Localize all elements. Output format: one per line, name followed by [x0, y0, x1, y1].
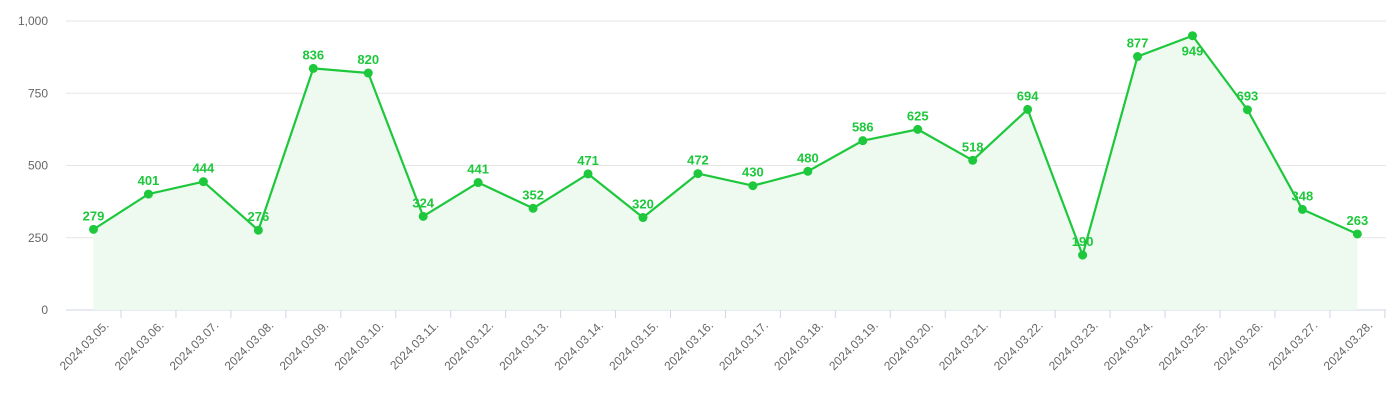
data-point — [638, 213, 648, 223]
data-label: 472 — [687, 153, 709, 168]
data-point — [748, 181, 758, 191]
data-label: 877 — [1127, 36, 1149, 51]
x-tick-label: 2024.03.16. — [661, 318, 716, 373]
data-point — [858, 136, 868, 146]
data-label: 441 — [467, 162, 489, 177]
x-tick-label: 2024.03.08. — [222, 318, 277, 373]
data-label: 348 — [1292, 188, 1314, 203]
data-point — [143, 189, 153, 199]
data-point — [198, 177, 208, 187]
y-tick-label: 500 — [28, 159, 48, 173]
data-label: 518 — [962, 139, 984, 154]
data-point — [968, 155, 978, 165]
x-tick-label: 2024.03.25. — [1156, 318, 1211, 373]
data-point — [363, 68, 373, 78]
x-tick-label: 2024.03.26. — [1211, 318, 1266, 373]
data-label: 480 — [797, 150, 819, 165]
x-tick-label: 2024.03.19. — [826, 318, 881, 373]
data-label: 430 — [742, 165, 764, 180]
data-point — [1242, 105, 1252, 115]
data-label: 320 — [632, 197, 654, 212]
data-label: 190 — [1072, 234, 1094, 249]
x-tick-label: 2024.03.14. — [551, 318, 606, 373]
data-point — [308, 63, 318, 73]
data-label: 693 — [1237, 89, 1259, 104]
data-label: 276 — [247, 209, 269, 224]
x-tick-label: 2024.03.24. — [1101, 318, 1156, 373]
data-label: 279 — [83, 208, 105, 223]
x-tick-label: 2024.03.11. — [387, 318, 441, 372]
x-tick-label: 2024.03.10. — [332, 318, 387, 373]
data-point — [1188, 31, 1197, 41]
x-tick-label: 2024.03.09. — [277, 318, 332, 373]
x-tick-label: 2024.03.20. — [881, 318, 936, 373]
x-tick-label: 2024.03.21. — [936, 318, 991, 373]
data-point — [583, 169, 593, 179]
x-tick-label: 2024.03.27. — [1266, 318, 1321, 373]
data-point — [1352, 229, 1362, 239]
data-label: 401 — [138, 173, 160, 188]
x-tick-label: 2024.03.23. — [1046, 318, 1101, 373]
x-tick-label: 2024.03.18. — [771, 318, 826, 373]
data-label: 820 — [357, 52, 379, 67]
data-label: 625 — [907, 108, 929, 123]
data-label: 586 — [852, 120, 874, 135]
data-point — [528, 203, 538, 213]
data-point — [803, 166, 813, 176]
data-label: 836 — [302, 47, 324, 62]
x-tick-label: 2024.03.28. — [1321, 318, 1376, 373]
series-area — [93, 35, 1358, 310]
data-point — [1133, 52, 1143, 62]
data-label: 949 — [1182, 44, 1204, 59]
data-point — [913, 124, 923, 134]
x-tick-label: 2024.03.12. — [442, 318, 497, 373]
series-line — [92, 34, 1358, 257]
x-tick-label: 2024.03.15. — [606, 318, 661, 373]
data-label: 324 — [412, 195, 434, 210]
x-tick-label: 2024.03.22. — [991, 318, 1046, 373]
y-tick-label: 0 — [41, 303, 48, 317]
x-tick-label: 2024.03.06. — [112, 318, 167, 373]
y-tick-label: 750 — [28, 86, 48, 100]
data-point — [89, 224, 98, 234]
x-tick-label: 2024.03.07. — [167, 318, 222, 373]
data-label: 263 — [1346, 213, 1368, 228]
data-point — [418, 211, 428, 221]
x-tick-label: 2024.03.05. — [57, 318, 112, 373]
data-point — [1297, 204, 1307, 214]
data-point — [1078, 250, 1088, 260]
data-point — [1023, 104, 1033, 114]
data-label: 444 — [193, 161, 215, 176]
y-tick-label: 250 — [28, 231, 48, 245]
x-tick-label: 2024.03.13. — [496, 318, 551, 373]
data-label: 471 — [577, 153, 599, 168]
y-tick-label: 1,000 — [18, 14, 48, 28]
data-point — [693, 169, 703, 179]
data-point — [473, 178, 483, 188]
data-label: 352 — [522, 187, 544, 202]
x-tick-label: 2024.03.17. — [716, 318, 771, 373]
data-label: 694 — [1017, 88, 1039, 103]
data-point — [253, 225, 263, 235]
